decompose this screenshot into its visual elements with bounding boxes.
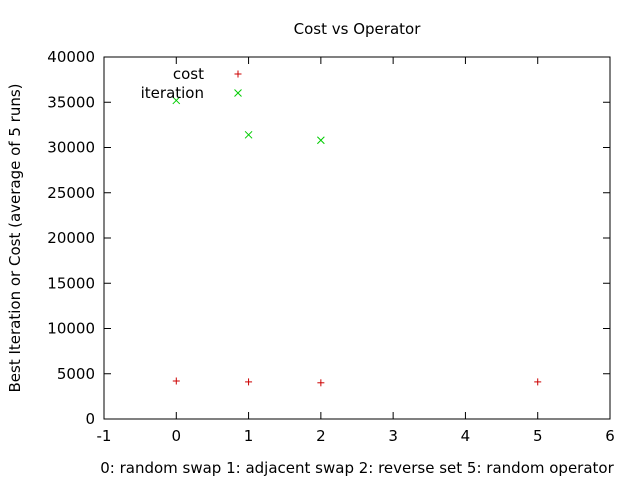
y-axis-label: Best Iteration or Cost (average of 5 run… [6, 83, 24, 392]
y-tick-label: 30000 [47, 139, 95, 157]
x-axis-label: 0: random swap 1: adjacent swap 2: rever… [100, 459, 614, 477]
x-tick-label: -1 [97, 427, 112, 445]
x-tick-label: 4 [461, 427, 471, 445]
legend-marker-cost [234, 70, 242, 78]
iteration-point [172, 96, 181, 105]
x-tick-label: 2 [316, 427, 326, 445]
iteration-point [244, 130, 253, 139]
plot-frame [103, 56, 611, 420]
chart-title: Cost vs Operator [294, 20, 422, 38]
y-tick-label: 10000 [47, 320, 95, 338]
cost-point [245, 378, 253, 386]
data-points [172, 96, 542, 387]
cost-point [172, 377, 180, 385]
y-tick-label: 40000 [47, 48, 95, 66]
x-tick-label: 1 [244, 427, 254, 445]
y-tick-label: 15000 [47, 274, 95, 292]
cost-point [534, 378, 542, 386]
iteration-point [317, 136, 325, 145]
x-tick-label: 6 [605, 427, 615, 445]
axis-ticks: -1 0 1 2 3 4 5 60500010000150002000025000300003… [47, 48, 614, 445]
legend-label-cost: cost [173, 65, 204, 83]
legend-marker-iteration [234, 89, 242, 97]
y-tick-label: 35000 [47, 93, 95, 111]
y-tick-label: 20000 [47, 229, 95, 247]
x-tick-label: 5 [533, 427, 543, 445]
x-tick-label: 0 [172, 427, 182, 445]
y-tick-label: 5000 [57, 365, 95, 383]
y-tick-label: 25000 [47, 184, 95, 202]
cost-point [317, 379, 325, 387]
y-tick-label: 0 [85, 410, 95, 428]
legend-label-iteration: iteration [141, 84, 204, 102]
x-tick-label: 3 [388, 427, 398, 445]
